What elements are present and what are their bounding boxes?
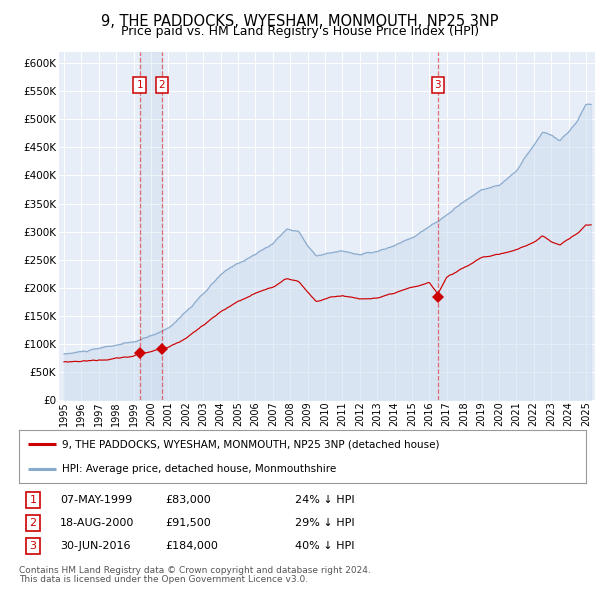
Text: 2: 2 [158,80,165,90]
Text: £184,000: £184,000 [165,541,218,551]
Text: 18-AUG-2000: 18-AUG-2000 [60,518,134,528]
Text: 30-JUN-2016: 30-JUN-2016 [60,541,131,551]
Text: 40% ↓ HPI: 40% ↓ HPI [295,541,355,551]
Text: 3: 3 [29,541,37,551]
Text: 9, THE PADDOCKS, WYESHAM, MONMOUTH, NP25 3NP: 9, THE PADDOCKS, WYESHAM, MONMOUTH, NP25… [101,14,499,28]
Text: 3: 3 [434,80,441,90]
Text: 29% ↓ HPI: 29% ↓ HPI [295,518,355,528]
Text: This data is licensed under the Open Government Licence v3.0.: This data is licensed under the Open Gov… [19,575,308,584]
Text: Contains HM Land Registry data © Crown copyright and database right 2024.: Contains HM Land Registry data © Crown c… [19,566,371,575]
Text: 9, THE PADDOCKS, WYESHAM, MONMOUTH, NP25 3NP (detached house): 9, THE PADDOCKS, WYESHAM, MONMOUTH, NP25… [62,440,439,450]
Text: Price paid vs. HM Land Registry's House Price Index (HPI): Price paid vs. HM Land Registry's House … [121,25,479,38]
Text: 1: 1 [29,495,37,505]
Text: 1: 1 [136,80,143,90]
Bar [140,52,162,400]
Text: HPI: Average price, detached house, Monmouthshire: HPI: Average price, detached house, Monm… [62,464,336,474]
Text: £91,500: £91,500 [165,518,211,528]
Text: 24% ↓ HPI: 24% ↓ HPI [295,495,355,505]
Text: £83,000: £83,000 [165,495,211,505]
Text: 2: 2 [29,518,37,528]
Text: 07-MAY-1999: 07-MAY-1999 [60,495,132,505]
